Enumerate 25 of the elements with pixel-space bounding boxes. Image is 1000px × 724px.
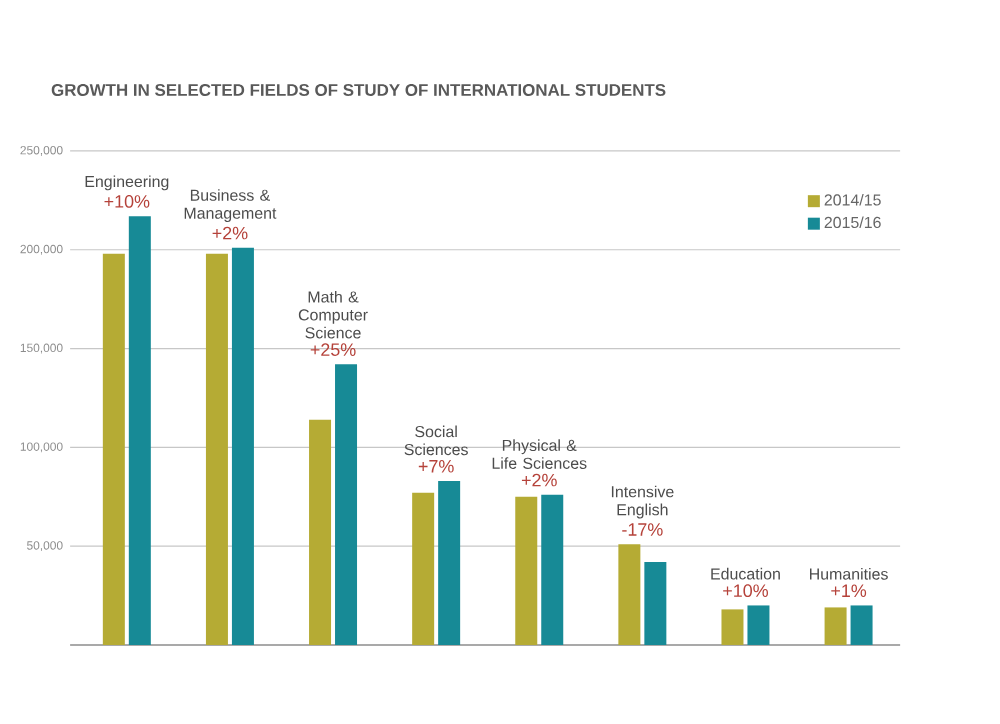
bar	[412, 492, 435, 645]
chart-title: GROWTH IN SELECTED FIELDS OF STUDY OF INTERNATIONAL STUDENTS	[51, 84, 666, 96]
annotation: +7%	[418, 460, 454, 473]
bar	[850, 605, 873, 645]
annotation: +2%	[212, 226, 248, 240]
bar	[824, 607, 847, 645]
bar	[747, 605, 770, 645]
bar	[128, 216, 151, 645]
annotation: -17%	[622, 523, 663, 536]
bar	[231, 247, 254, 645]
bar	[644, 561, 667, 645]
bar	[541, 494, 564, 645]
annotation: +10%	[104, 195, 150, 208]
annotation: +1%	[831, 584, 867, 598]
bar	[438, 480, 461, 645]
annotation: +2%	[521, 473, 557, 487]
bar	[309, 419, 332, 645]
bar	[102, 253, 125, 645]
bar	[515, 496, 538, 645]
annotation: +10%	[723, 584, 769, 598]
bar	[618, 544, 641, 645]
bar	[335, 364, 358, 645]
bar	[721, 609, 744, 645]
bar	[205, 253, 228, 645]
annotation: +25%	[310, 343, 356, 356]
